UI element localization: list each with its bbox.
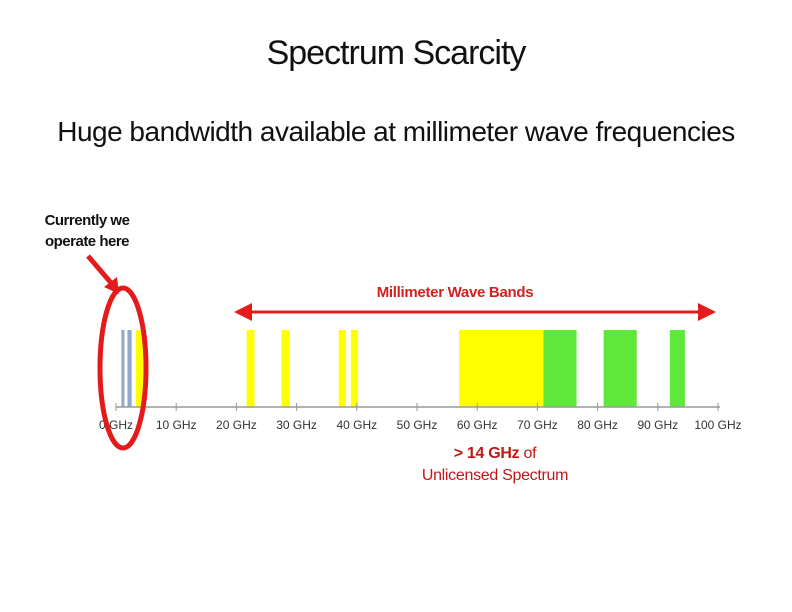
slide-subtitle: Huge bandwidth available at millimeter w… [57,116,735,147]
spectrum-band-current-yellow [135,330,144,407]
mmwave-bands-label: Millimeter Wave Bands [376,284,534,301]
spectrum-band-mm [350,330,359,407]
axis-tick-label: 90 GHz [637,418,678,432]
axis-tick-label: 80 GHz [577,418,618,432]
current-band-pointer-arrow [86,254,119,294]
axis-tick-label: 20 GHz [216,418,257,432]
axis-tick-label: 10 GHz [156,418,197,432]
axis-tick-labels: 0 GHz 10 GHz 20 GHz 30 GHz 40 GHz 50 GHz 60 GH… [99,418,742,432]
unlicensed-amount: > 14 GHz [453,445,520,462]
slide-title: Spectrum Scarcity [266,34,527,72]
current-note-line-2: operate here [44,233,130,250]
spectrum-band-current [121,330,125,407]
axis-ticks [115,403,719,411]
axis-tick-label: 60 GHz [457,418,498,432]
mmwave-range-arrow [234,303,716,321]
bands-layer [121,330,685,407]
spectrum-band-current [127,330,132,407]
axis-tick-label: 30 GHz [276,418,317,432]
axis-tick-label: 40 GHz [336,418,377,432]
spectrum-band-mm [459,330,544,407]
unlicensed-note-line-2: Unlicensed Spectrum [421,467,569,484]
spectrum-band-unlicensed [603,330,637,407]
axis-tick-label: 70 GHz [517,418,558,432]
unlicensed-spectrum-note: > 14 GHz of Unlicensed Spectrum [380,443,610,487]
current-band-highlight-ellipse [97,285,149,451]
axis-tick-label: 50 GHz [397,418,438,432]
unlicensed-amount-suffix: of [519,445,537,462]
axis-tick-label: 100 GHz [694,418,741,432]
spectrum-band-mm [246,330,255,407]
spectrum-band-mm [281,330,290,407]
current-note-line-1: Currently we [44,212,130,229]
spectrum-band-mm [338,330,346,407]
current-operation-note: Currently we operate here [22,210,152,252]
spectrum-band-unlicensed [543,330,577,407]
spectrum-band-unlicensed [669,330,685,407]
